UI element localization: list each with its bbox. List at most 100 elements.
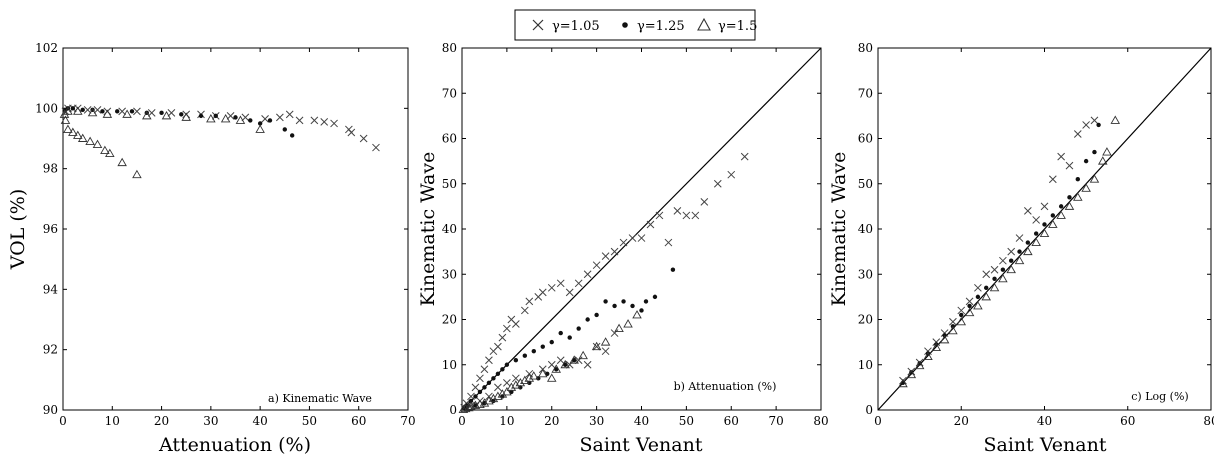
- data-point-triangle: [488, 393, 499, 403]
- y-tick-label: 10: [858, 358, 873, 372]
- chart-c-xticks: 0 20 40 60 80: [874, 48, 1214, 428]
- chart-b-points: [458, 152, 749, 413]
- chart-c-xlabel: Saint Venant: [984, 434, 1107, 456]
- data-point-x: [592, 261, 601, 270]
- x-tick-label: 80: [1203, 414, 1214, 428]
- data-point-dot: [1096, 122, 1101, 128]
- y-tick-label: 20: [442, 313, 457, 327]
- data-point-triangle: [931, 342, 942, 352]
- x-tick-label: 40: [253, 414, 268, 428]
- x-tick-label: 40: [634, 414, 649, 428]
- x-tick-label: 70: [768, 414, 783, 428]
- y-tick-label: 98: [43, 162, 58, 176]
- data-point-dot: [558, 330, 563, 336]
- data-point-x: [1057, 152, 1066, 161]
- data-point-dot: [585, 317, 590, 322]
- data-point-dot: [621, 299, 626, 304]
- data-point-triangle: [600, 337, 611, 346]
- data-point-triangle: [117, 157, 127, 167]
- data-point-x: [310, 116, 319, 125]
- data-point-x: [700, 197, 709, 206]
- data-point-x: [93, 105, 102, 114]
- data-point-x: [330, 119, 338, 128]
- legend-label-2: γ=1.25: [637, 19, 685, 34]
- data-point-dot: [491, 376, 496, 381]
- data-point-triangle: [1031, 237, 1041, 247]
- data-point-x: [610, 329, 619, 337]
- data-point-dot: [567, 335, 572, 340]
- data-point-triangle: [956, 316, 967, 326]
- data-point-x: [494, 342, 502, 351]
- x-tick-label: 60: [351, 414, 366, 428]
- data-point-dot: [495, 371, 501, 376]
- data-point-dot: [482, 385, 487, 390]
- data-point-triangle: [73, 106, 83, 115]
- chart-b-ylabel: Kinematic Wave: [417, 152, 439, 307]
- data-point-triangle: [463, 402, 474, 412]
- y-tick-label: 50: [442, 177, 457, 191]
- data-point-dot: [513, 358, 519, 363]
- legend-entry-3: γ=1.5: [697, 17, 757, 34]
- y-tick-label: 96: [43, 222, 58, 236]
- x-tick-label: 60: [724, 414, 739, 428]
- data-point-triangle: [181, 112, 191, 121]
- data-point-x: [167, 109, 176, 117]
- data-point-x: [655, 211, 664, 220]
- data-point-triangle: [63, 124, 73, 133]
- data-point-x: [619, 238, 628, 247]
- data-point-triangle: [989, 282, 1000, 292]
- y-tick-label: 80: [858, 41, 873, 55]
- data-point-x: [646, 220, 655, 229]
- data-point-dot: [213, 113, 218, 119]
- data-point-x: [133, 107, 141, 116]
- data-point-dot: [549, 339, 554, 345]
- data-point-triangle: [68, 127, 78, 136]
- data-point-x: [583, 360, 592, 369]
- data-point-dot: [100, 109, 105, 114]
- legend-label-1: γ=1.05: [552, 19, 600, 34]
- data-point-triangle: [964, 307, 975, 317]
- data-point-x: [347, 128, 356, 137]
- y-tick-label: 40: [858, 222, 873, 236]
- x-tick-label: 20: [154, 414, 169, 428]
- x-tick-label: 0: [59, 414, 67, 428]
- data-point-triangle: [484, 396, 494, 405]
- data-point-dot: [917, 361, 922, 366]
- chart-c-yticks: 0 10 20 30 40 50 60 70 80: [858, 41, 1211, 417]
- data-point-x: [547, 360, 556, 369]
- legend: γ=1.05 γ=1.25 γ=1.5: [514, 9, 757, 41]
- data-point-dot: [1017, 249, 1022, 254]
- data-point-triangle: [92, 139, 103, 148]
- data-point-x: [1040, 202, 1049, 211]
- data-point-dot: [643, 299, 649, 304]
- y-tick-label: 0: [865, 403, 873, 417]
- data-point-x: [359, 134, 368, 143]
- data-point-x: [637, 234, 646, 242]
- data-point-triangle: [914, 360, 925, 370]
- chart-a-ylabel: VOL (%): [7, 189, 29, 271]
- data-point-triangle: [591, 341, 602, 351]
- data-point-dot: [1067, 195, 1072, 200]
- data-point-triangle: [1081, 183, 1091, 192]
- data-point-x: [118, 107, 126, 116]
- data-point-triangle: [1023, 246, 1033, 256]
- data-point-dot: [630, 303, 635, 309]
- data-point-dot: [257, 121, 263, 126]
- data-point-dot: [909, 370, 914, 375]
- data-point-dot: [129, 109, 135, 114]
- data-point-dot: [159, 110, 164, 116]
- data-point-dot: [652, 294, 658, 300]
- x-tick-label: 0: [458, 414, 466, 428]
- chart-c: 0 10 20 30 40 50 60 70 80 0 20 40 60 80 c) Log (%) S…: [828, 41, 1214, 456]
- data-point-triangle: [1073, 192, 1083, 201]
- x-tick-label: 0: [874, 414, 882, 428]
- data-point-x: [476, 374, 484, 383]
- data-point-x: [261, 115, 269, 123]
- data-point-x: [999, 256, 1007, 265]
- data-point-dot: [984, 285, 989, 291]
- data-point-triangle: [948, 325, 958, 335]
- data-point-x: [982, 270, 991, 279]
- data-point-triangle: [973, 301, 983, 310]
- data-point-dot: [612, 303, 617, 309]
